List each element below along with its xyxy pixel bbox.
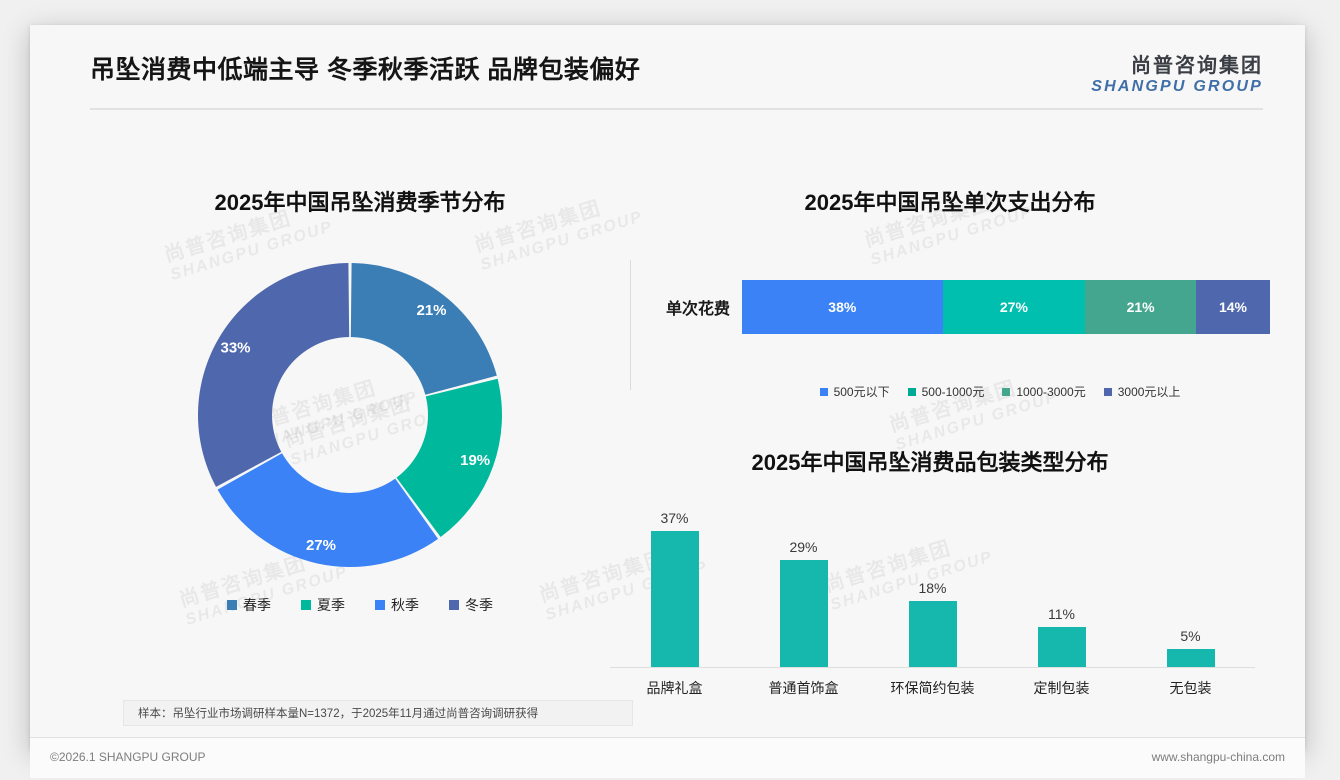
legend-swatch-icon (449, 600, 459, 610)
donut-slice-秋季[interactable] (217, 453, 439, 567)
bar-category-label: 普通首饰盒 (768, 680, 839, 696)
bar-category-label: 品牌礼盒 (646, 680, 703, 696)
donut-slice-冬季[interactable] (198, 263, 350, 487)
bar-rect[interactable] (779, 560, 828, 667)
season-donut-graphic: 21% 19% 27% 33% (195, 260, 505, 570)
page-title: 吊坠消费中低端主导 冬季秋季活跃 品牌包装偏好 (90, 56, 641, 84)
bar-category-label: 无包装 (1169, 680, 1212, 696)
packaging-chart-baseline (610, 667, 1255, 668)
slide-header: 吊坠消费中低端主导 冬季秋季活跃 品牌包装偏好 尚普咨询集团 SHANGPU G… (30, 25, 1305, 115)
slide-footer: ©2026.1 SHANGPU GROUP www.shangpu-china.… (30, 738, 1305, 778)
legend-swatch-icon (301, 600, 311, 610)
legend-item-500-1000[interactable]: 500-1000元 (907, 383, 985, 400)
footer-copyright: ©2026.1 SHANGPU GROUP (50, 750, 206, 764)
bar-column[interactable]: 37% (610, 492, 739, 667)
bar-category-label: 定制包装 (1033, 680, 1090, 696)
legend-label: 春季 (243, 597, 271, 613)
footer-website[interactable]: www.shangpu-china.com (1151, 750, 1285, 764)
legend-item-spring[interactable]: 春季 (227, 595, 271, 615)
legend-label: 3000元以上 (1117, 385, 1181, 399)
spend-chart-axis (630, 260, 631, 390)
donut-slice-夏季[interactable] (396, 378, 502, 538)
season-donut-legend: 春季 夏季 秋季 冬季 (90, 595, 630, 615)
spend-chart-title: 2025年中国吊坠单次支出分布 (804, 190, 1096, 215)
bar-value-label: 5% (1180, 627, 1201, 644)
legend-label: 500元以下 (833, 385, 890, 399)
bar-rect[interactable] (1037, 626, 1086, 667)
segment-value: 38% (828, 299, 857, 315)
spend-segment-1000-3000[interactable]: 21% (1085, 280, 1197, 334)
legend-item-winter[interactable]: 冬季 (449, 595, 493, 615)
season-donut-title: 2025年中国吊坠消费季节分布 (214, 190, 506, 215)
bar-column[interactable]: 29% (739, 492, 868, 667)
segment-value: 21% (1126, 299, 1155, 315)
bar-value-label: 18% (918, 579, 947, 596)
spend-segment-under500[interactable]: 38% (742, 280, 943, 334)
bar-value-label: 29% (789, 539, 818, 556)
bar-category-label: 环保简约包装 (890, 680, 975, 696)
bar-column[interactable]: 5% (1126, 492, 1255, 667)
footer-divider (30, 737, 1305, 738)
brand-logo: 尚普咨询集团 SHANGPU GROUP (1091, 55, 1263, 96)
legend-item-over3000[interactable]: 3000元以上 (1103, 383, 1181, 400)
packaging-chart-plot: 37% 29% 18% 11% 5% (610, 492, 1255, 667)
bar-value-label: 37% (660, 510, 689, 527)
bar-column[interactable]: 18% (868, 492, 997, 667)
spend-segment-over3000[interactable]: 14% (1196, 280, 1270, 334)
spend-bar-category-label: 单次花费 (665, 301, 730, 318)
donut-slice-label: 21% (417, 302, 447, 319)
legend-swatch-icon (907, 387, 916, 396)
legend-label: 夏季 (317, 597, 345, 613)
bar-rect[interactable] (1166, 648, 1215, 667)
brand-logo-cn: 尚普咨询集团 (1131, 55, 1263, 77)
legend-swatch-icon (375, 600, 385, 610)
legend-swatch-icon (227, 600, 237, 610)
footnote-text: 样本：吊坠行业市场调研样本量N=1372，于2025年11月通过尚普咨询调研获得 (138, 708, 539, 720)
donut-slice-label: 27% (306, 537, 336, 554)
legend-label: 秋季 (391, 597, 419, 613)
slide-canvas: 尚普咨询集团 SHANGPU GROUP 尚普咨询集团 SHANGPU GROU… (30, 25, 1305, 778)
donut-slice-春季[interactable] (350, 263, 497, 395)
donut-slice-label: 33% (221, 339, 251, 356)
legend-item-autumn[interactable]: 秋季 (375, 595, 419, 615)
spend-segment-500-1000[interactable]: 27% (942, 280, 1086, 334)
bar-column[interactable]: 11% (997, 492, 1126, 667)
spend-bar-row: 单次花费 38% 27% 21% 14% (630, 280, 1270, 334)
bar-rect[interactable] (650, 531, 699, 667)
legend-item-summer[interactable]: 夏季 (301, 595, 345, 615)
spend-chart-legend: 500元以下 500-1000元 1000-3000元 3000元以上 (730, 383, 1270, 400)
packaging-bar-chart: 2025年中国吊坠消费品包装类型分布 37% 29% 18% 11% 5% 品牌礼盒 普通… (585, 430, 1275, 715)
legend-item-under500[interactable]: 500元以下 (819, 383, 890, 400)
bar-value-label: 11% (1048, 605, 1075, 622)
packaging-chart-title: 2025年中国吊坠消费品包装类型分布 (751, 450, 1109, 475)
bar-rect[interactable] (908, 600, 957, 667)
segment-value: 27% (999, 299, 1028, 315)
legend-label: 1000-3000元 (1016, 385, 1086, 399)
donut-slice-label: 19% (460, 452, 490, 469)
segment-value: 14% (1218, 299, 1248, 315)
legend-swatch-icon (819, 387, 828, 396)
legend-label: 冬季 (465, 597, 493, 613)
legend-label: 500-1000元 (921, 385, 985, 399)
spend-stacked-bar-chart: 2025年中国吊坠单次支出分布 单次花费 38% 27% 21% 14% (630, 135, 1270, 425)
season-donut-chart: 2025年中国吊坠消费季节分布 21% 19% 27% 33% 春季 夏季 秋季 冬季 (90, 135, 630, 675)
header-divider (90, 108, 1263, 110)
footnote-box: 样本：吊坠行业市场调研样本量N=1372，于2025年11月通过尚普咨询调研获得 (123, 700, 633, 726)
season-donut-svg: 21% 19% 27% 33% (198, 263, 502, 567)
spend-bar-track: 38% 27% 21% 14% (742, 280, 1270, 334)
brand-logo-en: SHANGPU GROUP (1091, 78, 1263, 95)
legend-swatch-icon (1103, 387, 1112, 396)
legend-swatch-icon (1002, 387, 1011, 396)
legend-item-1000-3000[interactable]: 1000-3000元 (1002, 383, 1086, 400)
